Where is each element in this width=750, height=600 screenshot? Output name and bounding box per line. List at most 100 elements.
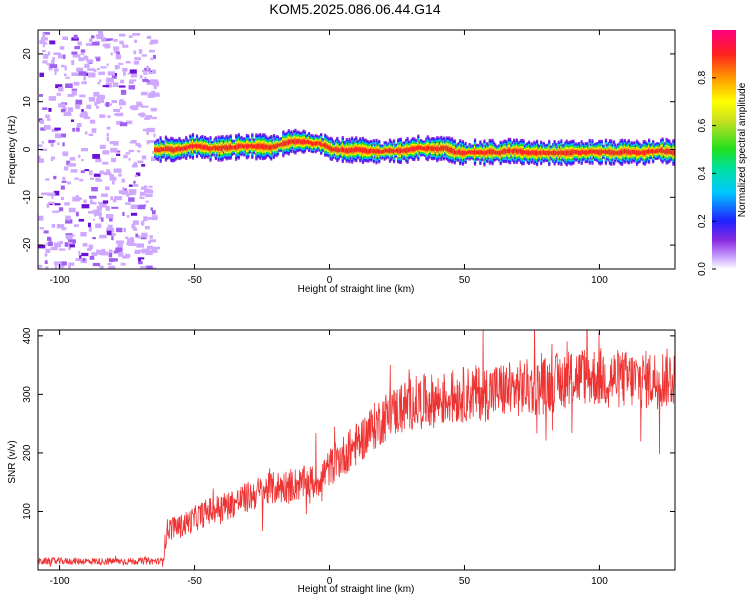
spectrogram-noise-blob <box>129 69 137 74</box>
snr-xtick-label: 0 <box>327 576 333 587</box>
spectrogram-signal-cell <box>503 148 506 154</box>
spectrogram-noise-blob <box>52 57 55 62</box>
spectrogram-signal-cell <box>280 142 284 147</box>
spectrogram-noise-blob <box>45 114 50 118</box>
spectrogram-noise-blob <box>75 194 79 199</box>
spectrogram-noise-blob <box>41 49 46 53</box>
spectrogram-noise-blob <box>88 133 94 137</box>
spectrogram-signal-cell <box>282 141 285 147</box>
spectrogram-signal-cell <box>658 149 662 153</box>
spectrogram-noise-blob <box>74 46 81 50</box>
spectrogram-noise-blob <box>88 96 96 102</box>
spectrogram-noise-blob <box>146 82 153 85</box>
spectrogram-noise-blob <box>150 156 157 162</box>
spectrogram-signal-cell <box>185 145 188 151</box>
snr-ytick-label: 300 <box>22 386 33 403</box>
spectrogram-noise-blob <box>73 81 80 86</box>
spectrogram-noise-blob <box>152 267 157 269</box>
spectrogram-noise-blob <box>65 76 70 79</box>
snr-xtick-label: 50 <box>459 576 471 587</box>
spectrogram-noise-blob <box>92 262 101 267</box>
spectrogram-signal-cell <box>498 151 501 155</box>
spectrogram-signal-cell <box>585 150 589 155</box>
spectrogram-noise-blob <box>59 46 65 50</box>
spectrogram-signal-cell <box>670 150 674 155</box>
spectrogram-signal-cell <box>168 146 172 152</box>
snr-xtick-label: 100 <box>591 576 608 587</box>
spectrogram-signal-cell <box>457 149 460 154</box>
spectrogram-signal-cell <box>661 148 664 154</box>
spectrogram-signal-cell <box>330 146 334 152</box>
spectrogram-signal-cell <box>255 144 258 150</box>
spectrogram-noise-blob <box>50 156 56 160</box>
spectrogram-signal-cell <box>305 140 308 145</box>
spectrogram-signal-cell <box>591 149 594 155</box>
spectrogram-noise-blob <box>134 39 137 43</box>
spectrogram-signal-cell <box>433 146 436 152</box>
spectrogram-signal-cell <box>355 146 358 152</box>
spectrogram-signal-cell <box>554 150 558 155</box>
spectrogram-noise-blob <box>104 186 110 191</box>
spectrogram-signal-cell <box>430 146 433 151</box>
spectrogram-noise-blob <box>136 243 145 248</box>
spectrogram-noise-blob <box>53 175 57 180</box>
spectrogram-noise-blob <box>76 197 82 200</box>
spectrogram-noise-blob <box>151 210 156 215</box>
spectrogram-signal-cell <box>321 143 324 147</box>
spectrogram-signal-cell <box>372 148 375 154</box>
spectrogram-signal-cell <box>527 150 531 156</box>
spectrogram-noise-blob <box>124 253 131 258</box>
spectrogram-noise-blob <box>111 100 118 103</box>
spectrogram-signal-cell <box>494 150 497 155</box>
spectrogram-noise-blob <box>53 242 62 248</box>
spectrogram-signal-cell <box>476 150 479 155</box>
spectrogram-noise-blob <box>72 196 80 202</box>
spectrogram-signal-cell <box>359 147 362 153</box>
spectrogram-signal-cell <box>657 148 660 153</box>
spectrogram-noise-blob <box>100 217 104 222</box>
spectrogram-noise-blob <box>65 219 73 224</box>
spectrogram-signal-cell <box>189 144 192 149</box>
spectrogram-noise-blob <box>128 242 137 246</box>
spectrogram-noise-blob <box>99 234 107 239</box>
spectrogram-noise-blob <box>130 192 136 195</box>
spectrogram-noise-blob <box>97 99 104 103</box>
spectrogram-noise-blob <box>42 60 48 64</box>
spectrogram-signal-cell <box>322 143 325 147</box>
spectrogram-noise-blob <box>62 176 66 181</box>
spectrogram-signal-cell <box>432 146 435 151</box>
spectrogram-noise-blob <box>99 170 105 175</box>
spectrogram-noise-blob <box>92 209 101 213</box>
spectrogram-signal-cell <box>581 149 585 154</box>
spectrogram-noise-blob <box>40 127 46 131</box>
spectrogram-ytick-label: -20 <box>22 237 33 252</box>
spectrogram-noise-blob <box>134 57 141 61</box>
spectrogram-signal-cell <box>326 144 330 149</box>
spectrogram-noise-blob <box>106 136 110 142</box>
spectrogram-signal-cell <box>548 150 551 156</box>
spectrogram-noise-blob <box>93 69 97 73</box>
spectrogram-signal-cell <box>235 144 238 150</box>
spectrogram-noise-blob <box>91 252 98 257</box>
spectrogram-noise-blob <box>97 82 101 85</box>
spectrogram-signal-cell <box>619 149 622 155</box>
spectrogram-signal-cell <box>491 149 494 155</box>
spectrogram-signal-cell <box>549 151 552 155</box>
spectrogram-noise-blob <box>141 191 146 196</box>
spectrogram-signal-cell <box>374 149 377 153</box>
spectrogram-noise-blob <box>132 220 139 225</box>
spectrogram-noise-blob <box>133 184 139 187</box>
spectrogram-noise-blob <box>93 91 100 97</box>
spectrogram-noise-blob <box>115 240 124 244</box>
spectrogram-signal-cell <box>347 148 350 154</box>
spectrogram-noise-blob <box>119 99 124 103</box>
spectrogram-signal-cell <box>463 151 466 155</box>
spectrogram-signal-cell <box>507 148 510 154</box>
spectrogram-noise-blob <box>153 92 160 97</box>
spectrogram-noise-blob <box>151 90 156 94</box>
spectrogram-signal-cell <box>236 144 239 150</box>
spectrogram-noise-blob <box>116 120 123 125</box>
spectrogram-signal-cell <box>336 147 339 152</box>
spectrogram-signal-cell <box>398 148 401 154</box>
